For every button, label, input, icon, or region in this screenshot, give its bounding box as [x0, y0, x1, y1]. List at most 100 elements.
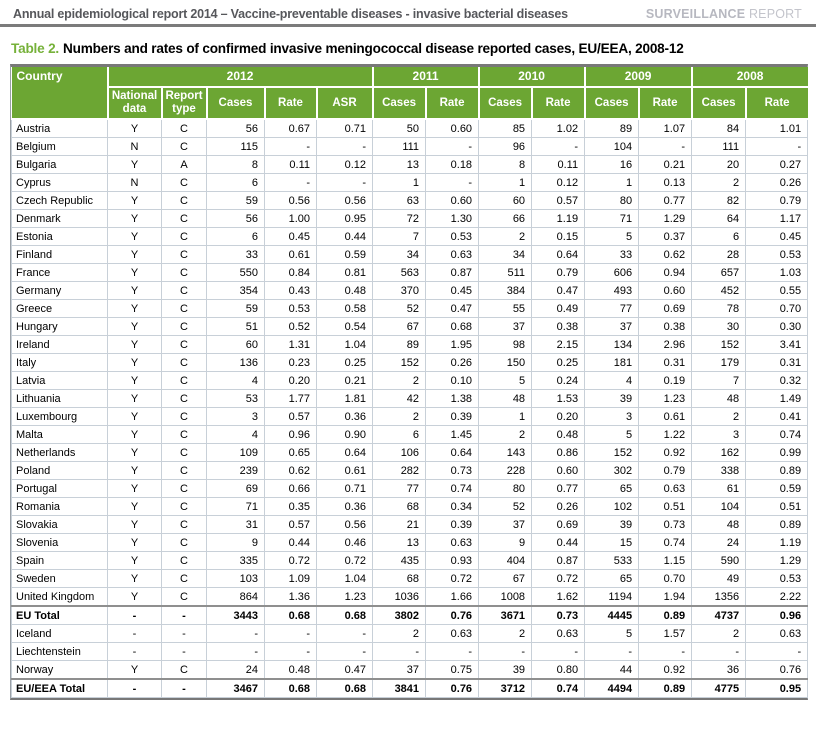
value-cell: -: [372, 642, 427, 661]
year-group-header-2008: 2008: [690, 67, 808, 88]
column-header-report-type: Report type: [160, 86, 208, 120]
value-cell: 3712: [478, 678, 533, 698]
value-cell: 59: [206, 191, 265, 210]
table-row: United Kingdom Y C 864 1.36 1.23 1036 1.66 1008 1…: [11, 587, 809, 607]
table-row: Liechtenstein - - - - - - - - - - - - -: [11, 642, 809, 661]
country-cell: France: [11, 263, 108, 282]
value-cell: 1.53: [531, 389, 586, 408]
value-cell: 80: [478, 479, 533, 498]
table-row: Luxembourg Y C 3 0.57 0.36 2 0.39 1 0.20 3 0.61 2 0.4…: [11, 407, 809, 426]
value-cell: 0.21: [315, 371, 374, 390]
value-cell: 136: [206, 353, 265, 372]
table-row: Netherlands Y C 109 0.65 0.64 106 0.64 143 0.86 15…: [11, 443, 809, 462]
value-cell: 0.12: [315, 155, 374, 174]
value-cell: 71: [206, 497, 265, 516]
value-cell: 39: [478, 660, 533, 680]
flag-cell: C: [161, 209, 207, 228]
value-cell: 1.19: [745, 533, 809, 552]
value-cell: -: [531, 642, 586, 661]
value-cell: 1.31: [264, 335, 317, 354]
value-cell: 104: [584, 137, 640, 156]
value-cell: -: [315, 642, 374, 661]
flag-cell: -: [161, 624, 207, 643]
value-cell: 3467: [206, 678, 265, 698]
value-cell: 0.20: [264, 371, 317, 390]
value-cell: 68: [372, 569, 427, 588]
table-row: Poland Y C 239 0.62 0.61 282 0.73 228 0.60 302 0.79…: [11, 461, 809, 480]
value-cell: 1.94: [638, 587, 693, 607]
value-cell: 2: [372, 371, 427, 390]
value-cell: 354: [206, 281, 265, 300]
value-cell: 5: [584, 227, 640, 246]
value-cell: 228: [478, 461, 533, 480]
table-title: Table 2. Numbers and rates of confirmed i…: [11, 41, 805, 56]
value-cell: 0.92: [638, 443, 693, 462]
flag-cell: C: [161, 335, 207, 354]
flag-cell: -: [161, 642, 207, 661]
value-cell: 64: [691, 209, 747, 228]
value-cell: 60: [478, 191, 533, 210]
value-cell: 0.68: [264, 678, 317, 698]
flag-cell: C: [161, 299, 207, 318]
value-cell: 0.70: [745, 299, 809, 318]
value-cell: 2: [691, 173, 747, 192]
value-cell: -: [478, 642, 533, 661]
value-cell: 7: [691, 371, 747, 390]
table-row: Slovakia Y C 31 0.57 0.56 21 0.39 37 0.69 39 0.73 48…: [11, 515, 809, 534]
value-cell: 0.89: [638, 678, 693, 698]
value-cell: 65: [584, 479, 640, 498]
table-row: Bulgaria Y A 8 0.11 0.12 13 0.18 8 0.11 16 0.21 20 0.…: [11, 155, 809, 174]
value-cell: 89: [584, 118, 640, 138]
value-cell: 0.86: [531, 443, 586, 462]
value-cell: 0.79: [638, 461, 693, 480]
value-cell: 9: [478, 533, 533, 552]
column-header-cases: Cases: [690, 86, 747, 120]
country-cell: Finland: [11, 245, 108, 264]
value-cell: 1: [478, 407, 533, 426]
value-cell: 1.03: [745, 263, 809, 282]
value-cell: 16: [584, 155, 640, 174]
flag-cell: C: [161, 389, 207, 408]
value-cell: 0.35: [264, 497, 317, 516]
value-cell: 0.60: [531, 461, 586, 480]
value-cell: 0.68: [425, 317, 480, 336]
country-cell: Latvia: [11, 371, 108, 390]
value-cell: 0.64: [531, 245, 586, 264]
value-cell: 181: [584, 353, 640, 372]
value-cell: -: [315, 137, 374, 156]
column-header-country: Country: [11, 67, 109, 120]
value-cell: 0.48: [315, 281, 374, 300]
value-cell: 33: [206, 245, 265, 264]
value-cell: 4: [206, 371, 265, 390]
value-cell: 0.93: [425, 551, 480, 570]
value-cell: 1.07: [638, 118, 693, 138]
value-cell: 338: [691, 461, 747, 480]
flag-cell: C: [161, 461, 207, 480]
flag-cell: Y: [107, 371, 162, 390]
value-cell: 44: [584, 660, 640, 680]
value-cell: 563: [372, 263, 427, 282]
value-cell: 134: [584, 335, 640, 354]
value-cell: 3: [206, 407, 265, 426]
value-cell: 53: [206, 389, 265, 408]
value-cell: 1: [372, 173, 427, 192]
value-cell: 0.26: [745, 173, 809, 192]
value-cell: 59: [206, 299, 265, 318]
country-cell: Ireland: [11, 335, 108, 354]
value-cell: 0.68: [315, 678, 374, 698]
value-cell: 1.81: [315, 389, 374, 408]
value-cell: 0.51: [745, 497, 809, 516]
value-cell: 1.01: [745, 118, 809, 138]
value-cell: 0.61: [315, 461, 374, 480]
value-cell: 77: [372, 479, 427, 498]
value-cell: 115: [206, 137, 265, 156]
country-cell: Slovakia: [11, 515, 108, 534]
value-cell: 5: [584, 425, 640, 444]
value-cell: 2: [691, 624, 747, 643]
value-cell: 82: [691, 191, 747, 210]
value-cell: 0.60: [638, 281, 693, 300]
value-cell: 0.63: [531, 624, 586, 643]
value-cell: 0.80: [531, 660, 586, 680]
value-cell: 435: [372, 551, 427, 570]
value-cell: 68: [372, 497, 427, 516]
